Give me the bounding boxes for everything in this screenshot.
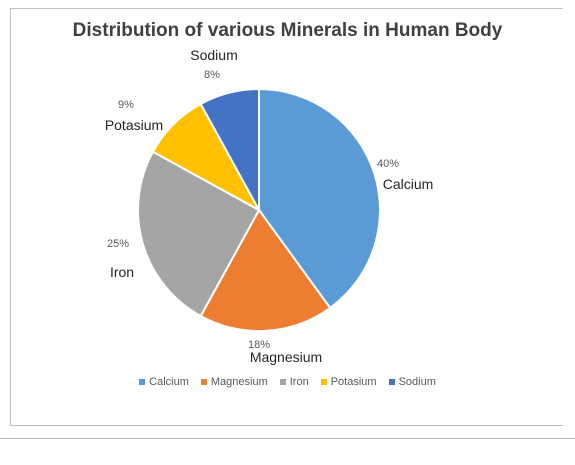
divider-line	[0, 438, 575, 439]
legend-item: Potasium	[320, 376, 377, 388]
legend-label: Magnesium	[210, 376, 268, 388]
data-label-category: Sodium	[190, 47, 237, 63]
legend-item: Magnesium	[200, 376, 268, 388]
data-label-percent: 25%	[107, 238, 129, 250]
chart-frame	[10, 8, 563, 426]
data-label-percent: 18%	[248, 339, 270, 351]
data-label-percent: 40%	[377, 158, 399, 170]
data-label-category: Magnesium	[250, 349, 322, 365]
chart-legend: Calcium Magnesium Iron Potasium Sodium	[0, 376, 575, 388]
legend-label: Calcium	[149, 376, 189, 388]
legend-swatch	[320, 379, 327, 385]
legend-item: Iron	[279, 376, 309, 388]
data-label-percent: 9%	[118, 99, 134, 111]
legend-swatch	[279, 379, 286, 385]
data-label-category: Potasium	[105, 117, 163, 133]
legend-label: Potasium	[330, 376, 377, 388]
legend-item: Calcium	[139, 376, 189, 388]
chart-title: Distribution of various Minerals in Huma…	[72, 20, 503, 41]
pie-slice-iron	[137, 150, 261, 318]
pie-slice-magnesium	[199, 208, 332, 332]
pie-slices	[137, 87, 381, 332]
legend-swatch	[388, 379, 395, 385]
legend-item: Sodium	[388, 376, 436, 388]
pie-slice-sodium	[199, 87, 260, 211]
data-label-percent: 8%	[204, 69, 220, 81]
legend-label: Iron	[289, 376, 309, 388]
data-label-category: Iron	[110, 264, 134, 280]
data-label-category: Calcium	[383, 176, 434, 192]
legend-label: Sodium	[398, 376, 436, 388]
legend-swatch	[200, 379, 207, 385]
legend-swatch	[139, 379, 146, 385]
pie-labels: 40% Calcium 18%Magnesium 25% Iron 9% Potasium 8…	[105, 47, 433, 365]
pie-slice-calcium	[258, 87, 381, 310]
